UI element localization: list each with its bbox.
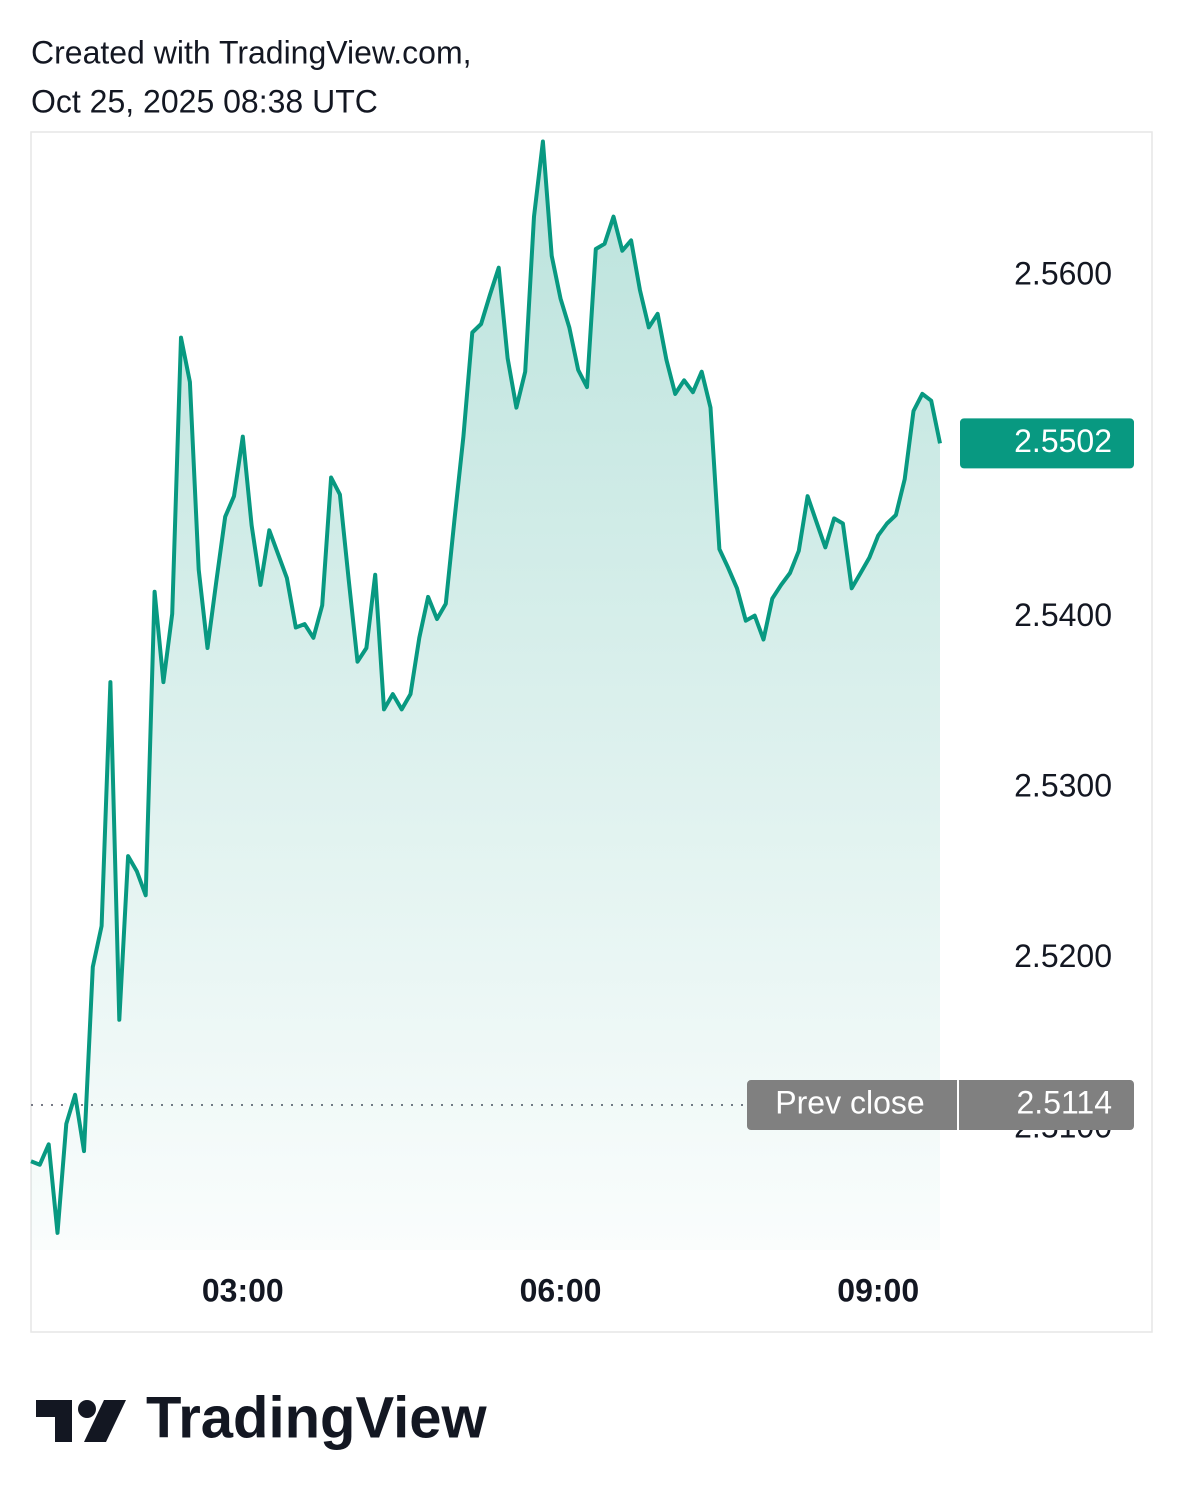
logo-icon [84, 1400, 126, 1442]
price-line [30, 139, 942, 1235]
area-fill [31, 141, 940, 1250]
chart-frame [30, 131, 1153, 1333]
x-tick-label: 03:00 [202, 1272, 284, 1308]
plot: 2.51002.52002.53002.54002.55002.560003:0… [30, 139, 1134, 1308]
prev-close-value: 2.5114 [1017, 1084, 1113, 1120]
x-tick-label: 06:00 [520, 1272, 602, 1308]
logo-text: TradingView [146, 1385, 487, 1450]
x-tick-label: 09:00 [837, 1272, 919, 1308]
y-tick-label: 2.5200 [1014, 938, 1112, 974]
header-line: Oct 25, 2025 08:38 UTC [31, 83, 378, 119]
last-price-label: 2.5502 [1014, 423, 1112, 459]
header-line: Created with TradingView.com, [31, 34, 472, 70]
logo-icon [78, 1400, 96, 1418]
prev-close-label: Prev close [775, 1084, 924, 1120]
y-tick-label: 2.5400 [1014, 597, 1112, 633]
logo: TradingView [36, 1385, 487, 1450]
prev-close-badge [747, 1080, 1134, 1131]
last-price-badge [960, 418, 1134, 469]
logo-icon [36, 1400, 72, 1442]
y-tick-label: 2.5600 [1014, 256, 1112, 292]
y-tick-label: 2.5300 [1014, 767, 1112, 803]
